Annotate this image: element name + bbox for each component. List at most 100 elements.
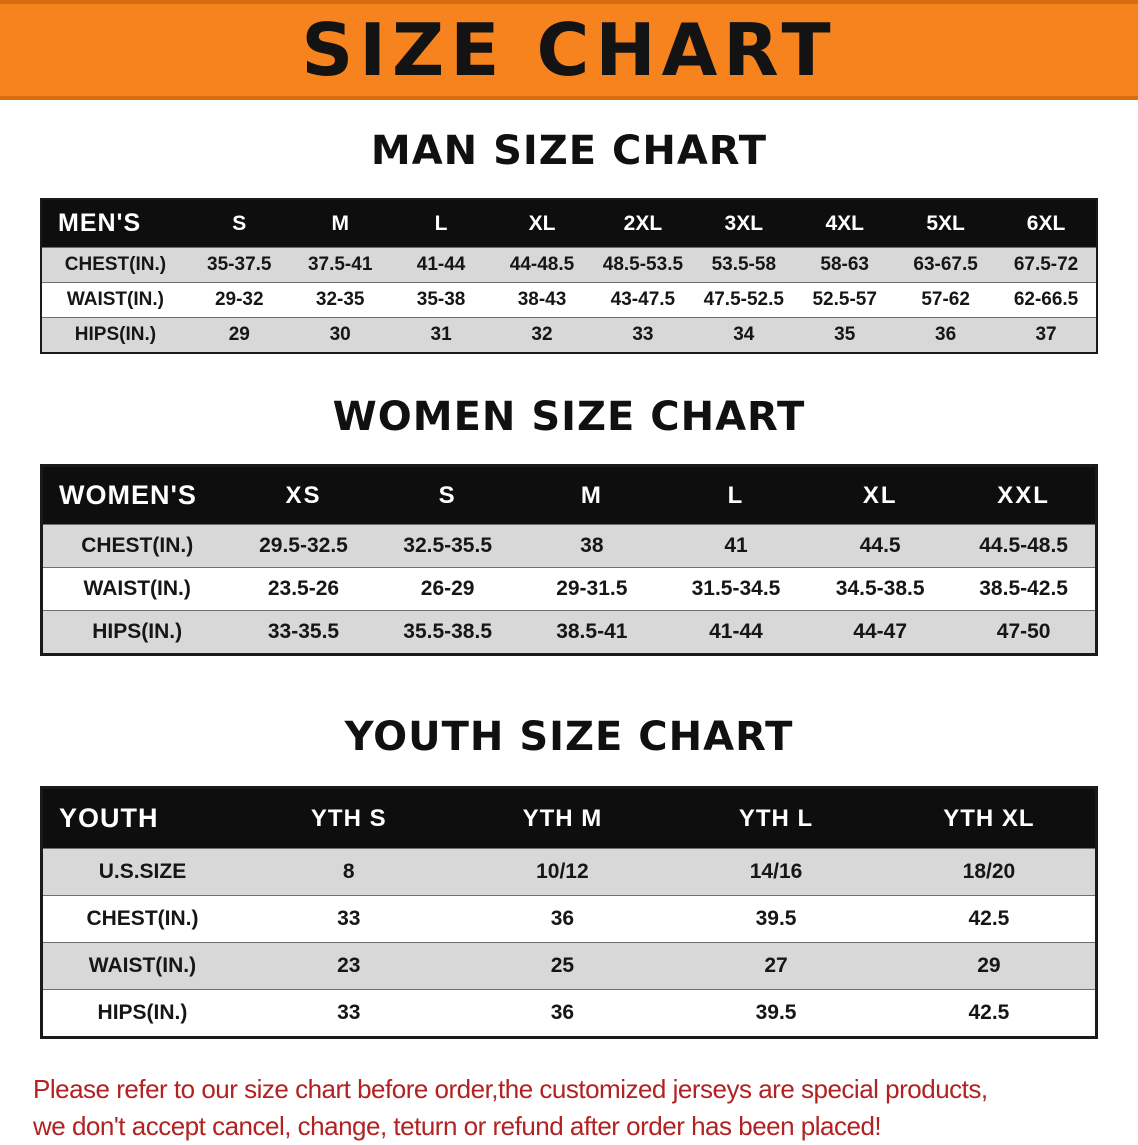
- size-column-header: YTH M: [455, 787, 670, 849]
- size-value-cell: 35-37.5: [188, 247, 290, 283]
- row-label-cell: CHEST(IN.): [41, 524, 232, 568]
- size-value-cell: 57-62: [895, 282, 997, 318]
- size-value-cell: 58-63: [794, 247, 896, 283]
- size-column-header: XL: [491, 199, 593, 248]
- table-row: HIPS(IN.) 33-35.5 35.5-38.5 38.5-41 41-44 44-…: [41, 610, 1097, 655]
- size-value-cell: 39.5: [669, 895, 883, 943]
- size-value-cell: 23: [241, 942, 456, 990]
- size-value-cell: 31.5-34.5: [663, 567, 809, 611]
- size-value-cell: 8: [241, 848, 456, 896]
- row-label-cell: CHEST(IN.): [41, 247, 189, 283]
- size-value-cell: 44-47: [808, 610, 953, 655]
- disclaimer-line-1: Please refer to our size chart before or…: [33, 1074, 988, 1104]
- size-value-cell: 52.5-57: [794, 282, 896, 318]
- size-value-cell: 36: [455, 989, 670, 1038]
- size-value-cell: 29: [882, 942, 1097, 990]
- size-value-cell: 48.5-53.5: [592, 247, 694, 283]
- table-row: WAIST(IN.) 23.5-26 26-29 29-31.5 31.5-34.5 34…: [41, 567, 1097, 611]
- size-value-cell: 35-38: [390, 282, 492, 318]
- youth-section-heading: YOUTH SIZE CHART: [344, 714, 794, 760]
- size-value-cell: 41-44: [390, 247, 492, 283]
- size-value-cell: 33: [241, 895, 456, 943]
- youth-size-section: YOUTH SIZE CHART YOUTH YTH S YTH M YTH L YTH…: [0, 714, 1138, 1039]
- size-value-cell: 36: [455, 895, 670, 943]
- size-column-header: 3XL: [693, 199, 795, 248]
- size-value-cell: 38.5-41: [519, 610, 664, 655]
- size-value-cell: 36: [895, 317, 997, 353]
- size-value-cell: 38.5-42.5: [952, 567, 1097, 611]
- size-column-header: S: [188, 199, 290, 248]
- size-value-cell: 42.5: [882, 989, 1097, 1038]
- row-label-cell: HIPS(IN.): [41, 989, 242, 1038]
- size-column-header: YTH S: [241, 787, 456, 849]
- size-value-cell: 47.5-52.5: [693, 282, 795, 318]
- size-value-cell: 34.5-38.5: [808, 567, 953, 611]
- women-size-table: WOMEN'S XS S M L XL XXL CHEST(IN.) 29.5-32.5 32.5…: [40, 464, 1098, 656]
- size-column-header: L: [390, 199, 492, 248]
- size-column-header: 6XL: [996, 199, 1097, 248]
- table-row: CHEST(IN.) 33 36 39.5 42.5: [41, 895, 1097, 943]
- size-value-cell: 44.5-48.5: [952, 524, 1097, 568]
- size-value-cell: 44.5: [808, 524, 953, 568]
- row-label-header: YOUTH: [41, 787, 242, 849]
- size-value-cell: 38-43: [491, 282, 593, 318]
- size-value-cell: 62-66.5: [996, 282, 1097, 318]
- size-column-header: XS: [231, 465, 376, 525]
- banner-title: SIZE CHART: [301, 8, 837, 92]
- size-value-cell: 29-31.5: [519, 567, 664, 611]
- size-column-header: XL: [808, 465, 953, 525]
- table-row: HIPS(IN.) 33 36 39.5 42.5: [41, 989, 1097, 1038]
- size-value-cell: 43-47.5: [592, 282, 694, 318]
- size-value-cell: 32: [491, 317, 593, 353]
- size-value-cell: 33-35.5: [231, 610, 376, 655]
- size-column-header: M: [289, 199, 391, 248]
- size-value-cell: 37.5-41: [289, 247, 391, 283]
- row-label-cell: HIPS(IN.): [41, 610, 232, 655]
- disclaimer-line-2: we don't accept cancel, change, teturn o…: [33, 1110, 882, 1141]
- size-column-header: 2XL: [592, 199, 694, 248]
- size-value-cell: 35: [794, 317, 896, 353]
- size-column-header: XXL: [952, 465, 1097, 525]
- size-column-header: M: [519, 465, 664, 525]
- size-value-cell: 44-48.5: [491, 247, 593, 283]
- table-row: CHEST(IN.) 29.5-32.5 32.5-35.5 38 41 44.5 44.5…: [41, 524, 1097, 568]
- size-value-cell: 41: [663, 524, 809, 568]
- size-value-cell: 47-50: [952, 610, 1097, 655]
- size-column-header: YTH L: [669, 787, 883, 849]
- size-column-header: YTH XL: [882, 787, 1097, 849]
- table-header-row: YOUTH YTH S YTH M YTH L YTH XL: [41, 787, 1097, 849]
- size-value-cell: 31: [390, 317, 492, 353]
- size-column-header: L: [663, 465, 809, 525]
- row-label-cell: WAIST(IN.): [41, 282, 189, 318]
- size-column-header: 5XL: [895, 199, 997, 248]
- size-value-cell: 30: [289, 317, 391, 353]
- table-row: U.S.SIZE 8 10/12 14/16 18/20: [41, 848, 1097, 896]
- size-value-cell: 35.5-38.5: [375, 610, 520, 655]
- size-value-cell: 18/20: [882, 848, 1097, 896]
- row-label-cell: CHEST(IN.): [41, 895, 242, 943]
- size-value-cell: 29: [188, 317, 290, 353]
- size-value-cell: 32.5-35.5: [375, 524, 520, 568]
- disclaimer-note: Please refer to our size chart before or…: [33, 1071, 1105, 1145]
- size-value-cell: 26-29: [375, 567, 520, 611]
- size-value-cell: 33: [592, 317, 694, 353]
- size-value-cell: 25: [455, 942, 670, 990]
- size-value-cell: 37: [996, 317, 1097, 353]
- size-value-cell: 42.5: [882, 895, 1097, 943]
- size-value-cell: 27: [669, 942, 883, 990]
- row-label-header: WOMEN'S: [41, 465, 232, 525]
- size-column-header: S: [375, 465, 520, 525]
- row-label-cell: HIPS(IN.): [41, 317, 189, 353]
- row-label-cell: WAIST(IN.): [41, 942, 242, 990]
- row-label-cell: WAIST(IN.): [41, 567, 232, 611]
- size-value-cell: 23.5-26: [231, 567, 376, 611]
- youth-size-table: YOUTH YTH S YTH M YTH L YTH XL U.S.SIZE 8 10/12…: [40, 786, 1098, 1039]
- size-value-cell: 53.5-58: [693, 247, 795, 283]
- row-label-cell: U.S.SIZE: [41, 848, 242, 896]
- size-value-cell: 29-32: [188, 282, 290, 318]
- size-chart-banner: SIZE CHART: [0, 0, 1138, 100]
- size-value-cell: 32-35: [289, 282, 391, 318]
- size-value-cell: 14/16: [669, 848, 883, 896]
- women-section-heading: WOMEN SIZE CHART: [332, 394, 806, 440]
- table-row: WAIST(IN.) 29-32 32-35 35-38 38-43 43-47.5 47.…: [41, 282, 1097, 318]
